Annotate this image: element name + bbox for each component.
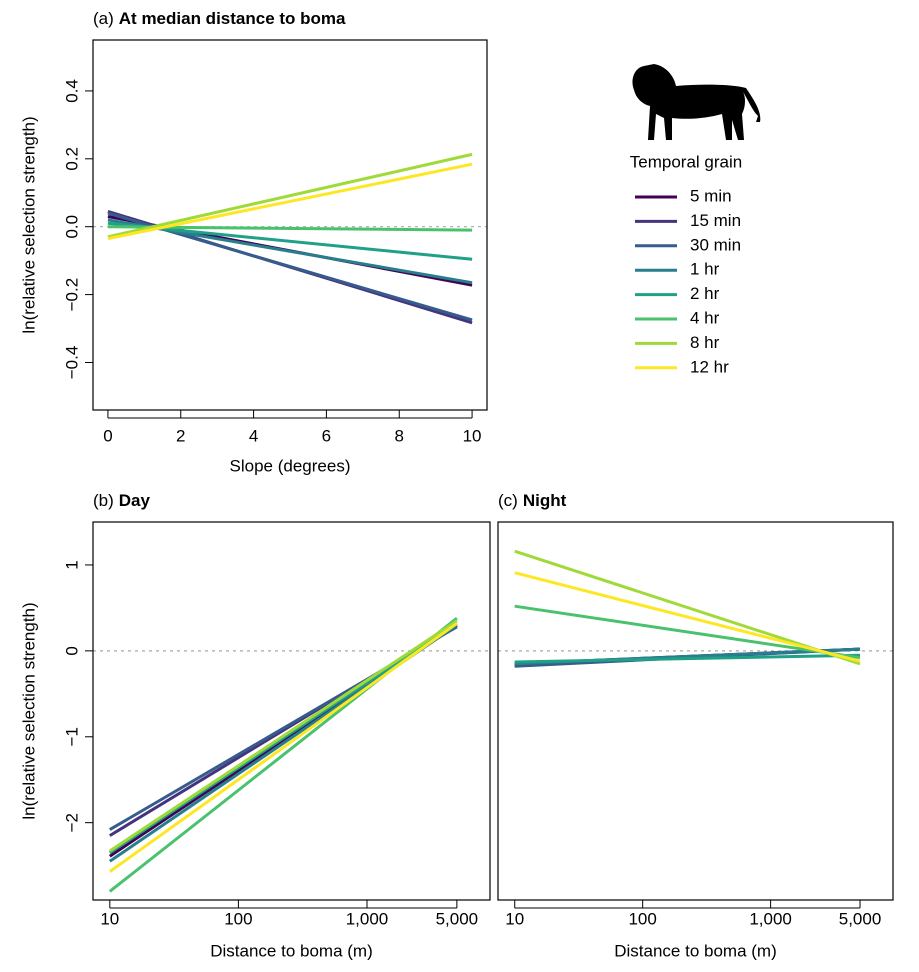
panel-title-text: At median distance to boma [119,9,346,28]
panel-title-text: Day [119,491,151,510]
legend-title: Temporal grain [630,152,742,171]
legend-label: 5 min [690,186,732,205]
y-tick-label: −2 [62,813,81,832]
x-tick-label: 1,000 [346,909,389,928]
panel-title-text: Night [523,491,567,510]
series-line [108,619,458,853]
panel-title: (b) Day [93,491,151,510]
x-tick-label: 5,000 [436,909,479,928]
plot-frame [497,521,894,901]
x-tick-label: 100 [224,909,252,928]
x-tick-label: 6 [322,426,331,445]
y-tick-label: −1 [62,727,81,746]
legend-label: 1 hr [690,260,720,279]
lion-icon [632,64,761,140]
y-tick-label: 0 [62,646,81,655]
series-line [107,162,473,241]
panel-title: (a) At median distance to boma [93,9,346,28]
series-line [107,221,473,261]
series-line [514,571,861,663]
x-axis-label: Distance to boma (m) [210,941,373,960]
x-tick-label: 100 [628,909,656,928]
x-tick-label: 0 [103,426,112,445]
legend-label: 15 min [690,211,741,230]
legend-label: 12 hr [690,357,729,376]
panel-title: (c) Night [498,491,567,510]
y-tick-label: 0.0 [62,215,81,239]
series-line [514,604,861,660]
y-axis-label: ln(relative selection strength) [19,116,38,333]
legend-label: 30 min [690,235,741,254]
y-tick-label: 1 [62,560,81,569]
series-line [514,653,861,664]
y-tick-label: −0.2 [62,278,81,312]
x-tick-label: 10 [100,909,119,928]
series-line [107,152,473,239]
legend-label: 4 hr [690,308,720,327]
panel-label: (a) [93,9,114,28]
plot-frame [92,39,488,411]
x-tick-label: 5,000 [839,909,882,928]
x-axis-label: Slope (degrees) [230,456,351,475]
y-tick-label: 0.2 [62,147,81,171]
panel-label: (b) [93,491,114,510]
y-tick-label: −0.4 [62,346,81,380]
x-tick-label: 10 [505,909,524,928]
x-tick-label: 8 [395,426,404,445]
lion-silhouette [632,64,761,140]
x-tick-label: 10 [463,426,482,445]
x-tick-label: 1,000 [749,909,792,928]
panel-label: (c) [498,491,518,510]
plot-frame [92,521,491,901]
x-tick-label: 4 [249,426,258,445]
x-axis-label: Distance to boma (m) [614,941,777,960]
y-axis-label: ln(relative selection strength) [19,602,38,819]
legend-label: 8 hr [690,333,720,352]
y-tick-label: 0.4 [62,79,81,103]
legend-label: 2 hr [690,284,720,303]
series-line [108,622,458,873]
x-tick-label: 2 [176,426,185,445]
series-line [108,622,458,855]
